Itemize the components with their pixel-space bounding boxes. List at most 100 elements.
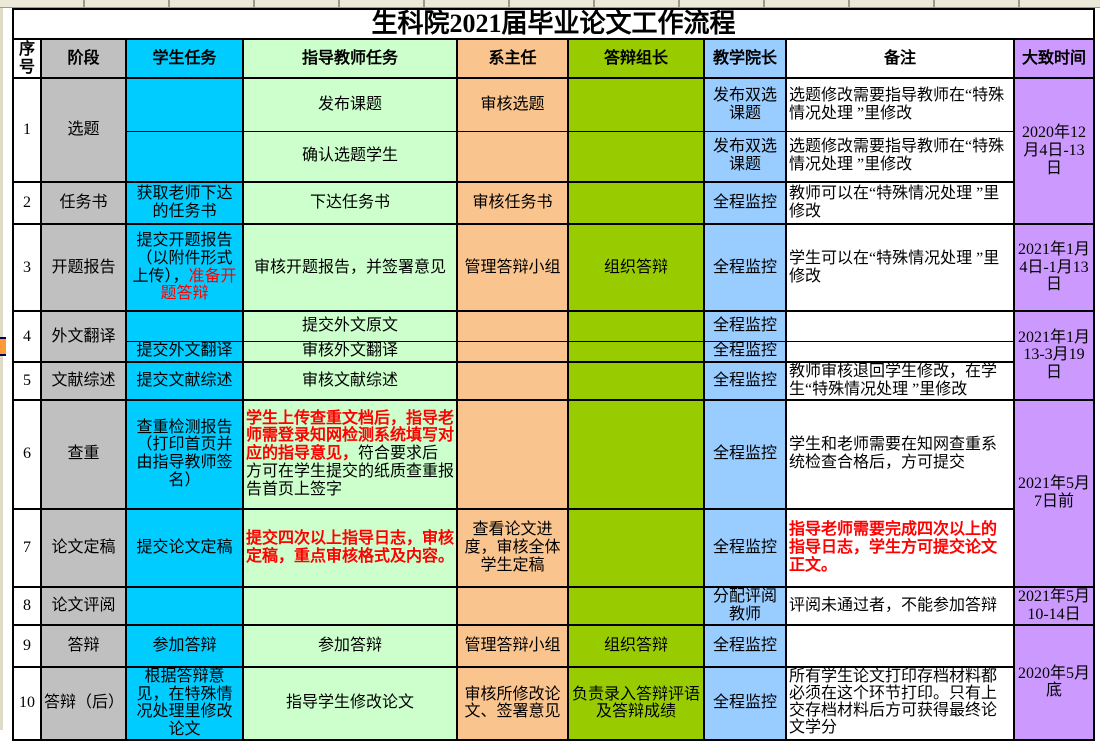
cell-4a-student[interactable] (125, 310, 244, 342)
cell-8-dept[interactable] (456, 585, 569, 626)
header-note[interactable]: 备注 (785, 38, 1015, 79)
cell-10-student[interactable]: 根据答辩意见，在特殊情况处理里修改论文 (125, 665, 244, 741)
cell-6-no[interactable]: 6 (12, 398, 42, 510)
cell-6-defense[interactable] (567, 398, 705, 510)
header-time[interactable]: 大致时间 (1012, 38, 1096, 79)
cell-4b-dept[interactable] (456, 340, 569, 363)
cell-2-no[interactable]: 2 (12, 181, 42, 225)
cell-1b-advisor[interactable]: 确认选题学生 (242, 130, 458, 183)
cell-1a-advisor[interactable]: 发布课题 (242, 77, 458, 132)
cell-4b-note[interactable] (785, 340, 1015, 363)
header-dean[interactable]: 教学院长 (703, 38, 787, 79)
cell-5-dean[interactable]: 全程监控 (703, 361, 787, 401)
cell-1b-dean[interactable]: 发布双选课题 (703, 130, 787, 183)
cell-5-advisor[interactable]: 审核文献综述 (242, 361, 458, 401)
cell-4-no[interactable]: 4 (12, 310, 42, 363)
cell-3-note[interactable]: 学生可以在“特殊情况处理 ”里修改 (785, 223, 1015, 312)
cell-1b-note[interactable]: 选题修改需要指导教师在“特殊情况处理 ”里修改 (785, 130, 1015, 183)
cell-3-dept[interactable]: 管理答辩小组 (456, 223, 569, 312)
cell-1a-student[interactable] (125, 77, 244, 132)
cell-5-no[interactable]: 5 (12, 361, 42, 401)
cell-1-stage[interactable]: 选题 (40, 77, 127, 183)
cell-9-note[interactable] (785, 623, 1015, 668)
cell-5-stage[interactable]: 文献综述 (40, 361, 127, 401)
cell-10-no[interactable]: 10 (12, 665, 42, 741)
cell-10-stage[interactable]: 答辩（后） (40, 665, 127, 741)
cell-8-dean[interactable]: 分配评阅教师 (703, 585, 787, 626)
cell-9-advisor[interactable]: 参加答辩 (242, 623, 458, 668)
cell-2-note[interactable]: 教师可以在“特殊情况处理 ”里修改 (785, 181, 1015, 225)
cell-6-dept[interactable] (456, 398, 569, 510)
cell-4b-dean[interactable]: 全程监控 (703, 340, 787, 363)
cell-8-stage[interactable]: 论文评阅 (40, 585, 127, 626)
header-no[interactable]: 序号 (12, 38, 42, 79)
cell-7-advisor[interactable]: 提交四次以上指导日志，审核定稿，重点审核格式及内容。 (242, 507, 458, 588)
cell-7-note[interactable]: 指导老师需要完成四次以上的指导日志，学生方可提交论文正文。 (785, 507, 1015, 588)
cell-4a-dean[interactable]: 全程监控 (703, 310, 787, 342)
cell-time-1[interactable]: 2020年12月4日-13日 (1012, 77, 1096, 225)
cell-time-2[interactable]: 2021年1月4日-1月13日 (1012, 223, 1096, 312)
cell-6-student[interactable]: 查重检测报告（打印首页并由指导教师签名） (125, 398, 244, 510)
cell-1a-dept[interactable]: 审核选题 (456, 77, 569, 132)
header-dept[interactable]: 系主任 (456, 38, 569, 79)
cell-2-defense[interactable] (567, 181, 705, 225)
cell-4a-note[interactable] (785, 310, 1015, 342)
cell-8-defense[interactable] (567, 585, 705, 626)
cell-time-4[interactable]: 2021年5月7日前 (1012, 398, 1096, 588)
cell-9-defense[interactable]: 组织答辩 (567, 623, 705, 668)
cell-10-note[interactable]: 所有学生论文打印存档材料都必须在这个环节打印。只有上交存档材料后方可获得最终论文… (785, 665, 1015, 741)
cell-1b-dept[interactable] (456, 130, 569, 183)
cell-4a-advisor[interactable]: 提交外文原文 (242, 310, 458, 342)
header-student[interactable]: 学生任务 (125, 38, 244, 79)
cell-1a-defense[interactable] (567, 77, 705, 132)
cell-10-advisor[interactable]: 指导学生修改论文 (242, 665, 458, 741)
cell-1a-note[interactable]: 选题修改需要指导教师在“特殊情况处理 ”里修改 (785, 77, 1015, 132)
cell-1-no[interactable]: 1 (12, 77, 42, 183)
cell-4b-defense[interactable] (567, 340, 705, 363)
cell-9-student[interactable]: 参加答辩 (125, 623, 244, 668)
cell-3-advisor[interactable]: 审核开题报告，并签署意见 (242, 223, 458, 312)
cell-6-advisor[interactable]: 学生上传查重文档后，指导老师需登录知网检测系统填写对应的指导意见，符合要求后方可… (242, 398, 458, 510)
sheet-title[interactable]: 生科院2021届毕业论文工作流程 (11, 8, 1096, 40)
header-stage[interactable]: 阶段 (40, 38, 127, 79)
cell-2-dean[interactable]: 全程监控 (703, 181, 787, 225)
cell-9-stage[interactable]: 答辩 (40, 623, 127, 668)
cell-2-stage[interactable]: 任务书 (40, 181, 127, 225)
cell-3-dean[interactable]: 全程监控 (703, 223, 787, 312)
cell-3-student[interactable]: 提交开题报告（以附件形式上传），准备开题答辩 (125, 223, 244, 312)
cell-7-dept[interactable]: 查看论文进度，审核全体学生定稿 (456, 507, 569, 588)
cell-3-defense[interactable]: 组织答辩 (567, 223, 705, 312)
cell-2-advisor[interactable]: 下达任务书 (242, 181, 458, 225)
header-defense[interactable]: 答辩组长 (567, 38, 705, 79)
cell-2-dept[interactable]: 审核任务书 (456, 181, 569, 225)
cell-6-note[interactable]: 学生和老师需要在知网查重系统检查合格后，方可提交 (785, 398, 1015, 510)
cell-8-student[interactable] (125, 585, 244, 626)
cell-5-dept[interactable] (456, 361, 569, 401)
cell-8-advisor[interactable] (242, 585, 458, 626)
cell-7-stage[interactable]: 论文定稿 (40, 507, 127, 588)
cell-5-student[interactable]: 提交文献综述 (125, 361, 244, 401)
cell-1a-dean[interactable]: 发布双选课题 (703, 77, 787, 132)
cell-6-dean[interactable]: 全程监控 (703, 398, 787, 510)
cell-10-dept[interactable]: 审核所修改论文、签署意见 (456, 665, 569, 741)
cell-2-student[interactable]: 获取老师下达的任务书 (125, 181, 244, 225)
cell-3-stage[interactable]: 开题报告 (40, 223, 127, 312)
cell-4b-advisor[interactable]: 审核外文翻译 (242, 340, 458, 363)
cell-1b-student[interactable] (125, 130, 244, 183)
cell-6-stage[interactable]: 查重 (40, 398, 127, 510)
cell-8-note[interactable]: 评阅未通过者，不能参加答辩 (785, 585, 1015, 626)
cell-time-5[interactable]: 2021年5月10-14日 (1012, 585, 1096, 626)
cell-5-defense[interactable] (567, 361, 705, 401)
cell-10-dean[interactable]: 全程监控 (703, 665, 787, 741)
cell-4-stage[interactable]: 外文翻译 (40, 310, 127, 363)
cell-4a-defense[interactable] (567, 310, 705, 342)
cell-time-6[interactable]: 2020年5月底 (1012, 623, 1096, 741)
cell-1b-defense[interactable] (567, 130, 705, 183)
cell-5-note[interactable]: 教师审核退回学生修改，在学生“特殊情况处理 ”里修改 (785, 361, 1015, 401)
cell-4a-dept[interactable] (456, 310, 569, 342)
cell-4b-student[interactable]: 提交外文翻译 (125, 340, 244, 363)
cell-7-dean[interactable]: 全程监控 (703, 507, 787, 588)
cell-8-no[interactable]: 8 (12, 585, 42, 626)
cell-9-no[interactable]: 9 (12, 623, 42, 668)
cell-7-student[interactable]: 提交论文定稿 (125, 507, 244, 588)
